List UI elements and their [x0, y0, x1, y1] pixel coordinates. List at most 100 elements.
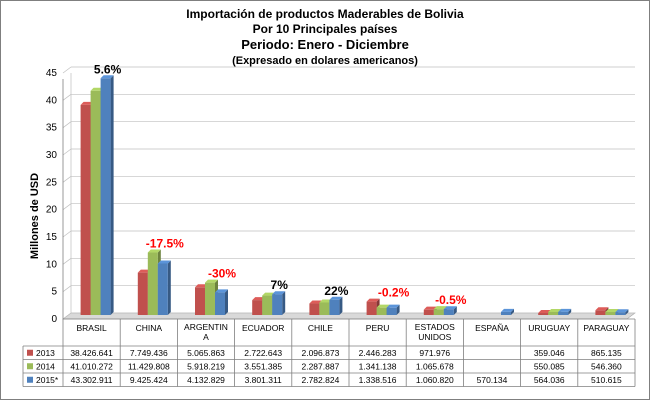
- table-cell-2015*-ESTADOS UNIDOS: 1.060.820: [416, 375, 454, 385]
- change-annotation-ESTADOS UNIDOS: -0.5%: [435, 293, 467, 307]
- y-tick-label: 15: [46, 232, 58, 243]
- bar-2015*-ARGENTINA: [215, 292, 225, 315]
- bar-top-2013-ECUADOR: [252, 297, 266, 301]
- bar-top-2015*-ARGENTINA: [215, 289, 228, 293]
- bar-top-2014-PERU: [376, 304, 390, 308]
- bar-top-2015*-ESTADOS UNIDOS: [443, 306, 457, 310]
- bar-2013-ECUADOR: [252, 300, 263, 315]
- gridline-diagonal: [62, 66, 72, 74]
- bar-side-2015*-BRASIL: [110, 75, 114, 315]
- bar-top-2014-ESTADOS UNIDOS: [433, 306, 447, 310]
- y-tick-label: 30: [46, 150, 58, 161]
- bar-top-2015*-BRASIL: [100, 75, 114, 79]
- bar-2014-CHILE: [319, 302, 330, 315]
- bar-2013-PERU: [366, 301, 377, 315]
- annotation-layer: 5.6% -17.5% -30% 7% 22% -0.2% -0.5%: [94, 62, 467, 307]
- bar-2014-PERU: [376, 307, 387, 315]
- table-cell-2013-URUGUAY: 359.046: [534, 348, 565, 358]
- bar-side-2015*-CHILE: [339, 296, 343, 315]
- y-tick-label: 20: [46, 205, 58, 216]
- grid-layer: [62, 66, 636, 320]
- bar-2015*-ESPAÑA: [501, 311, 511, 315]
- bar-top-2015*-ECUADOR: [272, 291, 286, 295]
- bar-top-2014-CHINA: [147, 249, 161, 253]
- bar-2013-PARAGUAY: [595, 310, 606, 315]
- bar-side-2015*-ARGENTINA: [225, 289, 228, 315]
- chart-title-line-2: Por 10 Principales países: [253, 22, 398, 36]
- table-cell-2015*-PARAGUAY: 510.615: [591, 375, 622, 385]
- bar-side-2015*-PERU: [396, 304, 400, 315]
- chart-title-line-1: Importación de productos Maderables de B…: [186, 7, 464, 21]
- change-annotation-ECUADOR: 7%: [271, 278, 289, 292]
- bar-top-2014-ARGENTINA: [205, 279, 218, 283]
- y-tick-label: 0: [51, 314, 57, 325]
- bar-top-2013-PARAGUAY: [595, 307, 609, 311]
- table-cell-2015*-ECUADOR: 3.801.311: [245, 375, 282, 385]
- table-cell-2013-ECUADOR: 2.722.643: [244, 348, 282, 358]
- gridline-diagonal: [62, 176, 72, 183]
- bar-side-2015*-ESPAÑA: [511, 308, 514, 315]
- category-label-CHINA: CHINA: [136, 323, 163, 333]
- bar-top-2013-BRASIL: [80, 101, 94, 105]
- bar-2013-CHINA: [137, 272, 148, 315]
- bar-top-2015*-URUGUAY: [558, 308, 572, 312]
- category-label-ESPAÑA: ESPAÑA: [475, 323, 509, 333]
- table-cell-2014-CHINA: 11.429.808: [128, 361, 170, 371]
- bar-2015*-BRASIL: [100, 78, 111, 315]
- chart-title-line-4: (Expresado en dolares americanos): [232, 55, 418, 67]
- y-tick-label: 5: [51, 287, 57, 298]
- table-cell-2015*-CHINA: 9.425.424: [130, 375, 168, 385]
- bar-top-2015*-CHILE: [329, 296, 343, 300]
- y-tick-label: 45: [46, 68, 58, 79]
- category-label-CHILE: CHILE: [308, 323, 333, 333]
- legend-swatch-2015*: [27, 376, 33, 383]
- table-cell-2014-ARGENTINA: 5.918.219: [187, 361, 225, 371]
- table-cell-2015*-BRASIL: 43.302.911: [71, 375, 113, 385]
- gridline-diagonal: [62, 312, 72, 320]
- table-cell-2014-BRASIL: 41.010.272: [70, 361, 113, 371]
- gridline-diagonal: [62, 258, 72, 265]
- gridline-diagonal: [62, 148, 72, 156]
- table-cell-2014-CHILE: 2.287.887: [301, 361, 339, 371]
- bar-top-2015*-PARAGUAY: [615, 309, 629, 313]
- category-label-PARAGUAY: PARAGUAY: [583, 323, 629, 333]
- bar-2013-CHILE: [309, 303, 320, 315]
- bar-2013-URUGUAY: [538, 313, 549, 315]
- table-cell-2014-URUGUAY: 550.085: [534, 361, 565, 371]
- bar-side-2015*-ECUADOR: [282, 291, 286, 315]
- bar-top-2013-URUGUAY: [538, 310, 552, 314]
- gridline-diagonal: [62, 94, 72, 101]
- table-cell-2015*-ESPAÑA: 570.134: [477, 375, 508, 385]
- bar-2013-ARGENTINA: [195, 287, 205, 315]
- change-annotation-CHILE: 22%: [324, 284, 348, 298]
- table-cell-2013-PARAGUAY: 865.135: [591, 348, 622, 358]
- bar-side-2015*-PARAGUAY: [625, 309, 629, 315]
- bar-top-2014-CHILE: [319, 299, 333, 303]
- gridline-diagonal: [62, 230, 72, 238]
- bar-2014-ESTADOS UNIDOS: [433, 309, 444, 315]
- table-cell-2013-ARGENTINA: 5.065.863: [187, 348, 225, 358]
- back-wall: [71, 73, 635, 313]
- bar-2014-CHINA: [147, 252, 158, 315]
- bar-top-2013-ESTADOS UNIDOS: [423, 306, 437, 310]
- category-label-ARGENTINA: A: [203, 332, 209, 342]
- category-label-ESTADOS UNIDOS: ESTADOS: [415, 322, 455, 332]
- table-cell-2013-BRASIL: 38.426.641: [70, 348, 113, 358]
- legend-label-2013: 2013: [36, 348, 55, 358]
- category-label-ECUADOR: ECUADOR: [242, 323, 285, 333]
- bar-2013-ESTADOS UNIDOS: [423, 309, 434, 315]
- bar-2015*-PERU: [386, 307, 397, 315]
- table-cell-2015*-CHILE: 2.782.824: [301, 375, 339, 385]
- category-label-PERU: PERU: [366, 323, 390, 333]
- bar-2014-ARGENTINA: [205, 282, 215, 315]
- bar-top-2013-PERU: [366, 298, 380, 302]
- bar-top-2015*-PERU: [386, 304, 400, 308]
- chart-title-line-3: Periodo: Enero - Diciembre: [241, 37, 409, 52]
- table-cell-2015*-PERU: 1.338.516: [359, 375, 397, 385]
- change-annotation-CHINA: -17.5%: [146, 237, 184, 251]
- bar-top-2013-ARGENTINA: [195, 284, 208, 288]
- bar-2014-ECUADOR: [262, 295, 273, 315]
- change-annotation-ARGENTINA: -30%: [208, 267, 236, 281]
